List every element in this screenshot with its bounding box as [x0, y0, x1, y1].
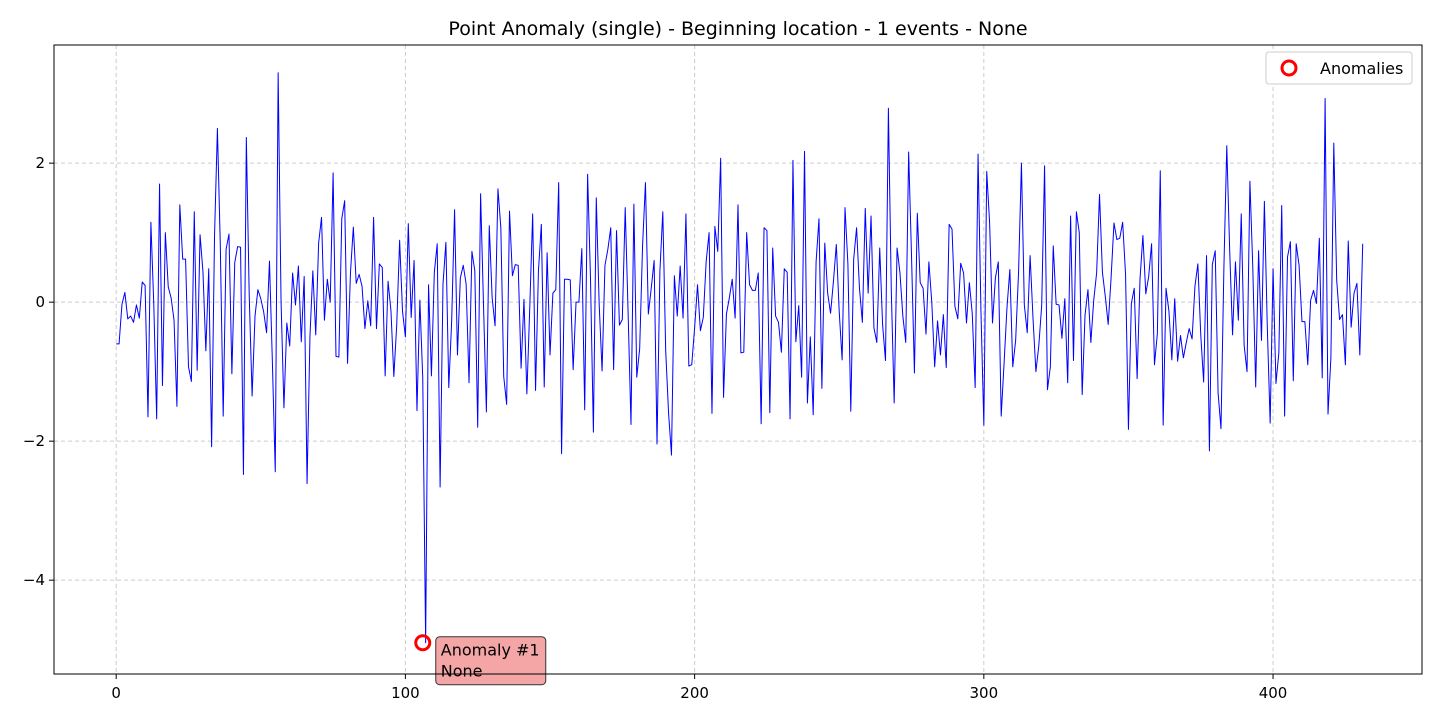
legend: Anomalies — [1265, 51, 1413, 85]
grid-lines — [54, 45, 1422, 674]
y-tick-label: 2 — [35, 154, 45, 172]
x-tick-label: 400 — [1259, 684, 1288, 702]
x-tick-label: 300 — [970, 684, 999, 702]
legend-marker — [1280, 59, 1298, 77]
y-tick-label: −4 — [23, 571, 45, 589]
anomaly-marker — [414, 634, 432, 652]
x-tick-label: 100 — [391, 684, 420, 702]
y-tick-label: 0 — [35, 293, 45, 311]
anomaly-annotation-box — [435, 636, 547, 686]
legend-label: Anomalies — [1320, 59, 1403, 78]
legend-box — [1265, 51, 1413, 85]
plot-frame — [53, 44, 1423, 675]
series-line — [116, 72, 1364, 644]
chart-title: Point Anomaly (single) - Beginning locat… — [448, 18, 1027, 40]
series-layer — [116, 72, 1364, 644]
y-tick-label: −2 — [23, 432, 45, 450]
anomaly-annotation-value: None — [441, 662, 483, 681]
x-tick-label: 0 — [111, 684, 121, 702]
anomaly-layer: Anomaly #1 None — [414, 634, 547, 686]
anomaly-annotation-title: Anomaly #1 — [441, 641, 540, 660]
axis-ticks: 0 100 200 300 400 2 0 −2 −4 — [23, 154, 1287, 702]
x-tick-label: 200 — [680, 684, 709, 702]
